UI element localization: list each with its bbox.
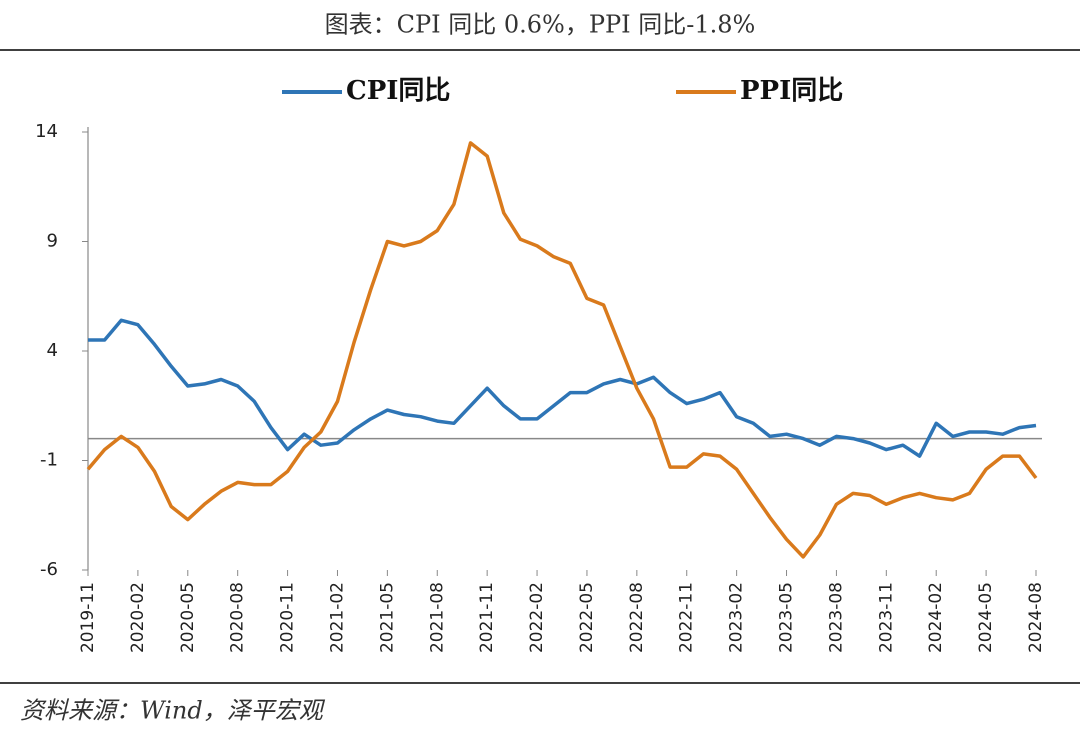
x-tick-label: 2023-08 bbox=[826, 582, 846, 653]
series-line bbox=[88, 318, 1037, 458]
x-tick-label: 2023-05 bbox=[777, 582, 797, 653]
x-tick-label: 2022-02 bbox=[527, 582, 547, 653]
x-tick-label: 2023-11 bbox=[876, 582, 896, 653]
x-tick-label: 2024-05 bbox=[976, 582, 996, 653]
x-tick-label: 2019-11 bbox=[78, 582, 98, 653]
legend-label: CPI同比 bbox=[346, 76, 450, 106]
y-tick-label: 9 bbox=[47, 231, 58, 252]
y-tick-label: -6 bbox=[40, 559, 58, 580]
x-tick-label: 2020-05 bbox=[178, 582, 198, 653]
x-tick-label: 2021-05 bbox=[377, 582, 397, 653]
x-tick-label: 2022-11 bbox=[677, 582, 697, 653]
x-tick-label: 2024-02 bbox=[926, 582, 946, 653]
source: 资料来源：Wind，泽平宏观 bbox=[20, 697, 326, 725]
x-tick-label: 2020-11 bbox=[278, 582, 298, 653]
series-line bbox=[86, 141, 1038, 559]
x-tick-label: 2022-05 bbox=[577, 582, 597, 653]
y-tick-label: 14 bbox=[35, 121, 58, 142]
x-tick-label: 2021-02 bbox=[327, 582, 347, 653]
x-tick-label: 2020-08 bbox=[228, 582, 248, 653]
x-tick-label: 2022-08 bbox=[627, 582, 647, 653]
y-tick-label: 4 bbox=[47, 340, 58, 361]
x-tick-label: 2020-02 bbox=[128, 582, 148, 653]
x-tick-label: 2023-02 bbox=[727, 582, 747, 653]
chart-title: 图表：CPI 同比 0.6%，PPI 同比-1.8% bbox=[325, 11, 756, 39]
y-tick-label: -1 bbox=[40, 450, 58, 471]
legend-label: PPI同比 bbox=[740, 76, 843, 106]
x-tick-label: 2021-08 bbox=[427, 582, 447, 653]
x-tick-label: 2024-08 bbox=[1026, 582, 1046, 653]
x-tick-label: 2021-11 bbox=[477, 582, 497, 653]
